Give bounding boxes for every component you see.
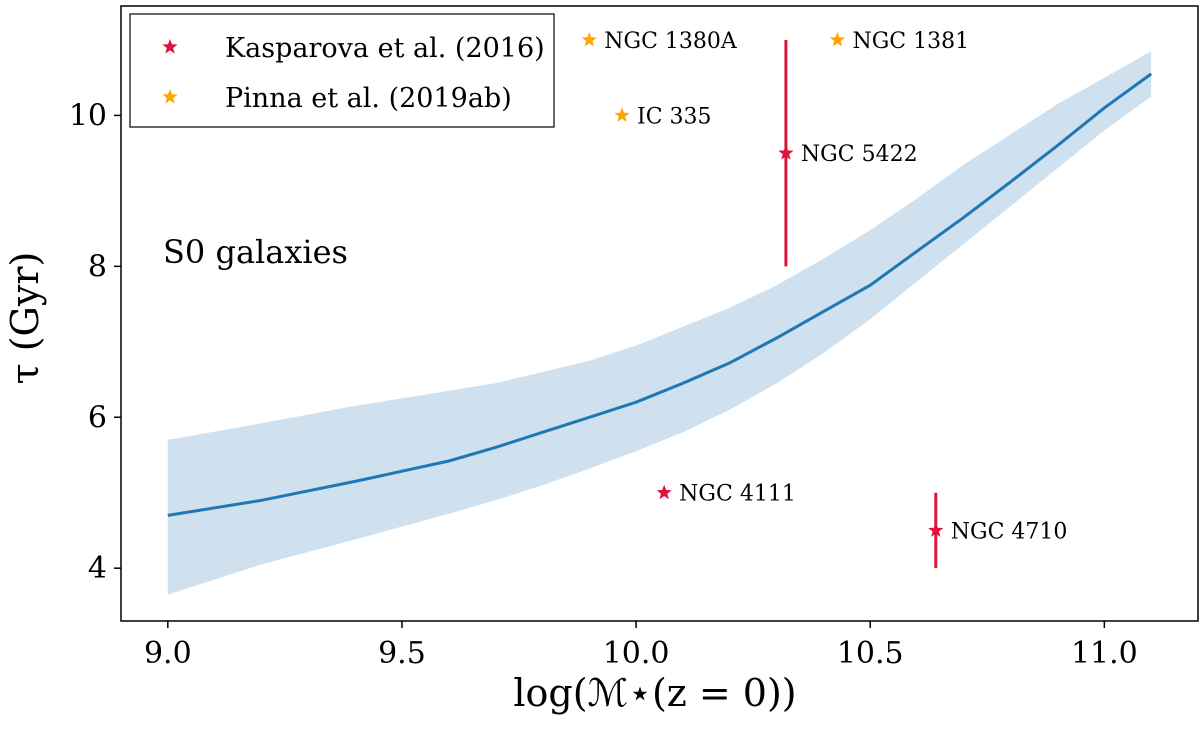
x-tick-label: 9.5: [378, 636, 426, 671]
model-confidence-band: [167, 51, 1152, 595]
x-tick-label: 10.5: [837, 636, 904, 671]
y-tick-label: 8: [88, 249, 107, 284]
y-tick-label: 10: [69, 98, 107, 133]
x-tick-label: 9.0: [144, 636, 192, 671]
legend: Kasparova et al. (2016) Pinna et al. (20…: [129, 13, 555, 128]
point-label-ic-335: IC 335: [637, 104, 712, 129]
star-marker-ngc-4710: [928, 522, 944, 537]
star-marker-ngc-1380a: [581, 31, 597, 47]
point-label-ngc-5422: NGC 5422: [801, 142, 918, 167]
plot-frame: [120, 5, 1199, 622]
point-label-ngc-4710: NGC 4710: [951, 519, 1068, 544]
y-axis-title: τ (Gyr): [3, 252, 47, 385]
legend-marker-pinna: [162, 89, 178, 104]
legend-marker-kasparova: [162, 39, 178, 54]
y-tick-label: 6: [88, 400, 107, 435]
legend-label-kasparova: Kasparova et al. (2016): [225, 33, 545, 64]
model-line: [167, 72, 1153, 517]
panel-annotation: S0 galaxies: [163, 233, 348, 271]
y-tick-label: 4: [88, 551, 107, 586]
point-label-ngc-1380a: NGC 1380A: [604, 29, 738, 54]
x-tick-label: 10.0: [603, 636, 670, 671]
star-marker-ngc-5422: [778, 145, 794, 160]
x-tick-label: 11.0: [1071, 636, 1138, 671]
star-marker-ic-335: [614, 107, 630, 122]
x-axis-title: log(ℳ⋆(z = 0)): [513, 671, 796, 715]
star-marker-ngc-1381: [829, 31, 846, 47]
star-marker-ngc-4111: [656, 484, 672, 500]
legend-label-pinna: Pinna et al. (2019ab): [225, 83, 512, 114]
legend-box: [129, 13, 555, 128]
point-label-ngc-1381: NGC 1381: [852, 29, 969, 54]
point-label-ngc-4111: NGC 4111: [679, 482, 796, 507]
